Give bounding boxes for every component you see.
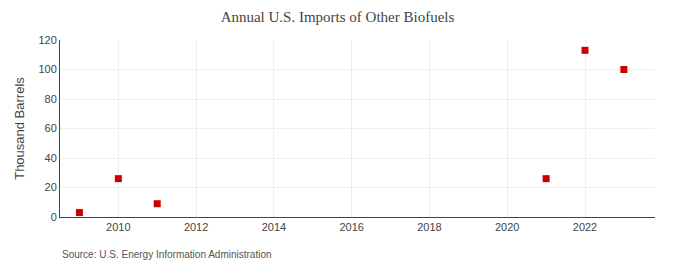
svg-text:2010: 2010: [106, 221, 130, 233]
svg-text:40: 40: [45, 152, 57, 164]
svg-text:Source: U.S. Energy Informatio: Source: U.S. Energy Information Administ…: [62, 249, 272, 260]
svg-text:2016: 2016: [339, 221, 363, 233]
svg-text:120: 120: [38, 34, 56, 46]
svg-text:Annual U.S. Imports of Other B: Annual U.S. Imports of Other Biofuels: [221, 9, 455, 25]
svg-text:2014: 2014: [262, 221, 286, 233]
svg-text:60: 60: [45, 122, 57, 134]
svg-text:100: 100: [38, 63, 56, 75]
svg-text:2012: 2012: [184, 221, 208, 233]
svg-text:Thousand Barrels: Thousand Barrels: [12, 77, 27, 180]
svg-text:2018: 2018: [417, 221, 441, 233]
svg-text:20: 20: [45, 181, 57, 193]
svg-text:0: 0: [51, 211, 57, 223]
svg-text:80: 80: [45, 93, 57, 105]
svg-text:2020: 2020: [495, 221, 519, 233]
svg-text:2022: 2022: [573, 221, 597, 233]
